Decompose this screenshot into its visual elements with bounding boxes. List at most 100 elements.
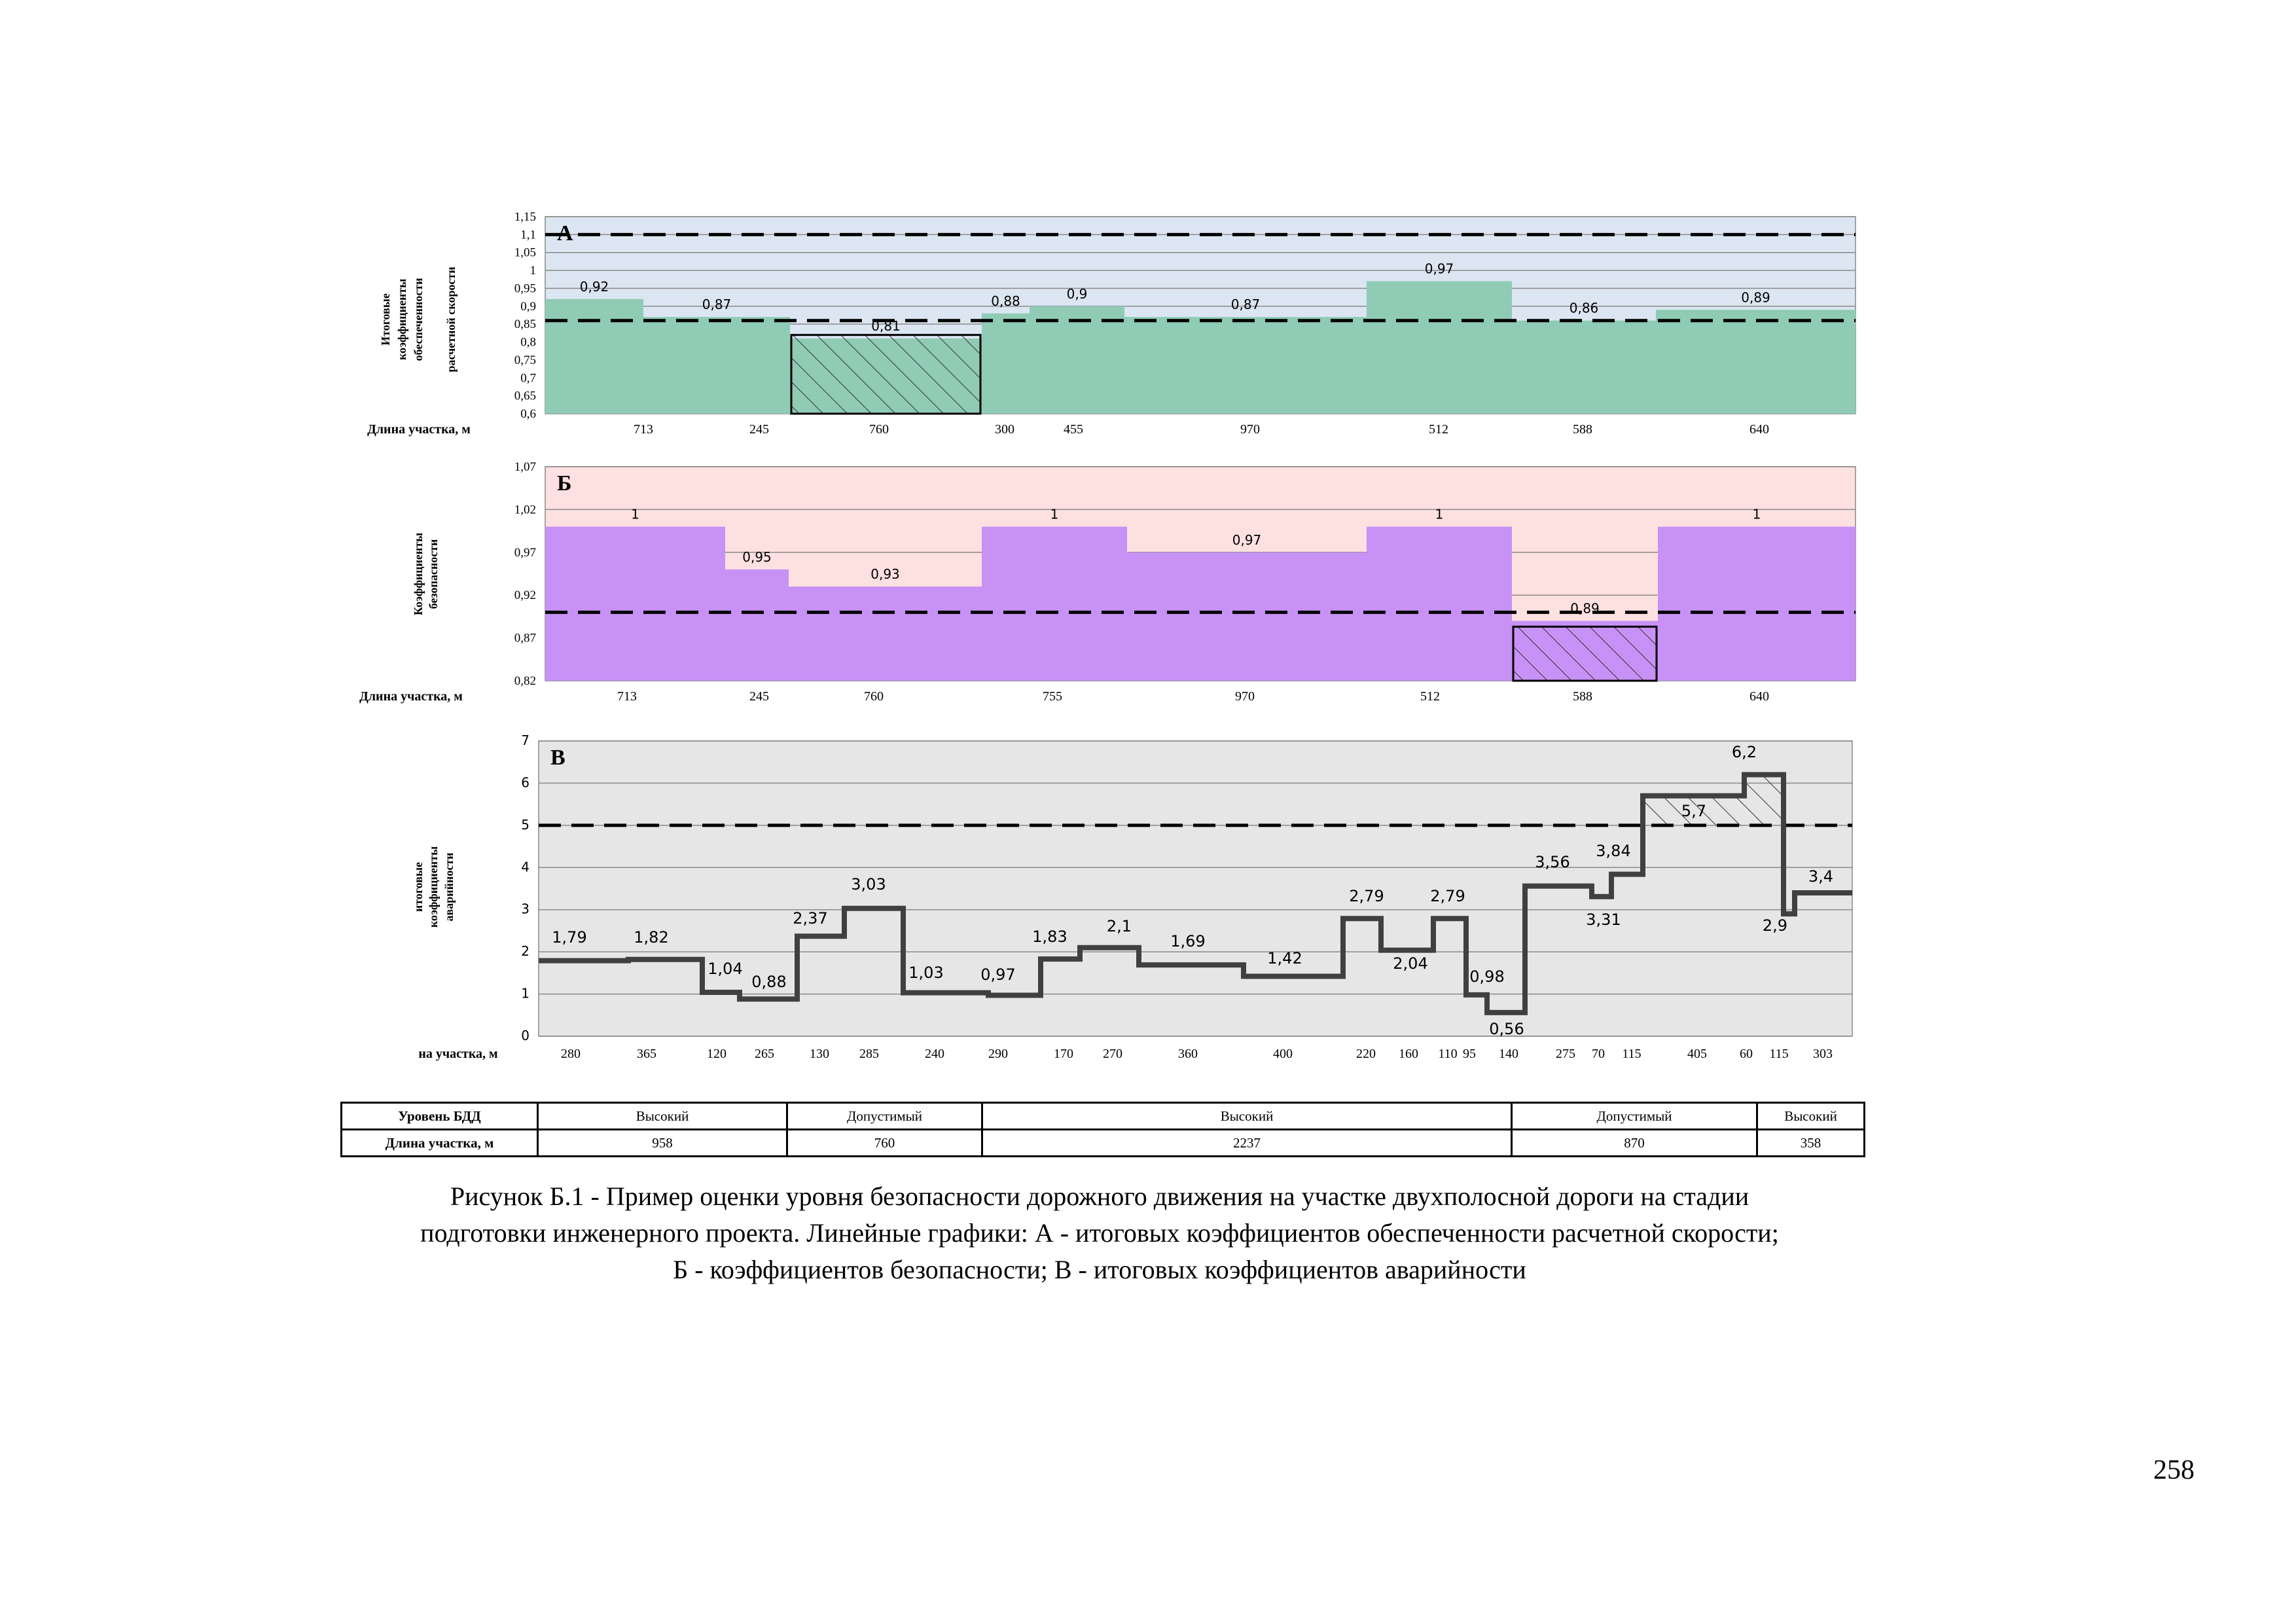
length-cell: 2237 [981,1128,1513,1157]
data-label: 0,95 [742,549,772,565]
x-tick-label: 95 [1463,1047,1476,1061]
y-tick-label: 7 [521,732,529,748]
x-tick-label: 265 [755,1047,774,1061]
level-cell: Высокий [1756,1102,1865,1130]
chart-panel-b: 0,82 0,87 0,92 0,97 1,02 1,07 Б Коэффициенты без… [359,460,1856,704]
step-bar [982,313,1030,414]
y-axis-label-line: безопасности [427,539,440,609]
figure-caption: Рисунок Б.1 - Пример оценки уровня безоп… [314,1178,1885,1288]
step-bar [725,569,789,681]
x-tick-label: 140 [1499,1047,1518,1061]
data-label: 1,79 [552,928,586,947]
y-tick-label: 1,15 [514,210,536,224]
y-axis-label-line: итоговые [412,862,425,912]
hatched-region [1643,795,1744,825]
y-tick-label: 1 [530,264,537,278]
page-number: 258 [2153,1455,2195,1485]
data-label: 3,4 [1808,867,1833,886]
y-tick-label: 0,95 [514,281,536,295]
data-label: 0,92 [580,279,609,295]
level-cell: Высокий [981,1102,1513,1130]
step-bar [1367,526,1512,681]
y-tick-label: 1,1 [520,228,536,242]
x-tick-label: 365 [637,1047,656,1061]
y-tick-label: 0,7 [520,371,536,385]
y-tick-label: 0,9 [520,300,536,314]
chart-panel-a: 0,6 0,65 0,7 0,75 0,8 0,85 0,9 0,95 1 1,05 1,1 1,15… [367,210,1856,437]
x-tick-label: 275 [1556,1047,1575,1061]
step-bar [643,317,790,414]
hatched-region [1744,774,1784,825]
data-label: 0,97 [1232,532,1262,548]
data-label: 0,88 [751,973,786,991]
step-bar [1512,320,1656,414]
x-tick-label: 588 [1573,689,1592,704]
step-bar [545,298,643,414]
plot-area [538,740,1853,1037]
data-label: 0,97 [1425,261,1454,277]
data-label: 1 [1753,507,1761,522]
data-label: 1 [1050,507,1059,522]
x-tick-label: 640 [1749,422,1769,437]
data-label: 2,9 [1763,916,1787,935]
data-label: 2,79 [1430,887,1465,905]
x-tick-label: 280 [561,1047,581,1061]
data-label: 2,37 [793,909,827,928]
summary-row-lengths: Длина участка, м 958 760 2237 870 358 [340,1128,1865,1157]
panel-label: Б [557,471,571,496]
data-label: 1,03 [908,964,943,982]
x-tick-label: 245 [749,689,769,704]
x-axis-label: на участка, м [418,1047,497,1061]
y-axis-label-line: расчетной скорости [444,266,457,372]
y-tick-label: 0,65 [514,389,536,403]
x-axis-label: Длина участка, м [367,422,471,437]
y-tick-label: 0,8 [520,336,536,350]
step-bar [1127,552,1367,681]
x-tick-label: 240 [925,1047,944,1061]
x-tick-label: 300 [995,422,1014,437]
x-tick-label: 170 [1054,1047,1073,1061]
x-tick-label: 760 [864,689,884,704]
y-axis-label-line: аварийности [442,852,456,921]
x-tick-label: 970 [1240,422,1260,437]
level-cell: Высокий [537,1102,788,1130]
data-label: 6,2 [1732,743,1757,761]
data-label: 1 [1435,507,1444,522]
data-label: 0,97 [980,965,1015,984]
x-tick-label: 245 [749,422,769,437]
data-label: 1,42 [1267,949,1302,967]
x-tick-label: 512 [1420,689,1440,704]
x-axis-label: Длина участка, м [359,689,463,704]
level-cell: Допустимый [1511,1102,1758,1130]
step-bar [1656,310,1856,414]
x-tick-label: 360 [1178,1047,1198,1061]
y-tick-label: 6 [521,774,529,790]
x-tick-label: 120 [707,1047,726,1061]
y-tick-label: 1,07 [514,460,536,474]
summary-table: Уровень БДД Высокий Допустимый Высокий Д… [340,1102,1865,1157]
data-label: 0,98 [1469,967,1504,986]
data-label: 1,83 [1032,928,1067,946]
y-tick-label: 5 [521,817,529,833]
data-label: 0,86 [1570,300,1599,316]
y-tick-label: 0,85 [514,317,536,331]
y-axis-label-line: Итоговые [379,293,392,346]
step-bar [1124,317,1367,414]
step-bar [1367,281,1512,414]
x-tick-label: 160 [1399,1047,1418,1061]
data-label: 0,9 [1067,286,1088,302]
length-cell: 358 [1756,1128,1865,1157]
caption-line: Рисунок Б.1 - Пример оценки уровня безоп… [450,1182,1749,1211]
x-tick-label: 60 [1740,1047,1753,1061]
x-tick-label: 405 [1687,1047,1707,1061]
x-tick-label: 115 [1769,1047,1788,1061]
data-label: 1,82 [634,928,668,947]
x-tick-label: 713 [634,422,653,437]
data-label: 1,04 [708,960,742,978]
x-tick-label: 70 [1592,1047,1605,1061]
y-axis-label-line: коэффициенты [395,279,408,360]
x-tick-label: 270 [1103,1047,1122,1061]
x-tick-label: 400 [1273,1047,1293,1061]
hatched-region [790,334,982,415]
